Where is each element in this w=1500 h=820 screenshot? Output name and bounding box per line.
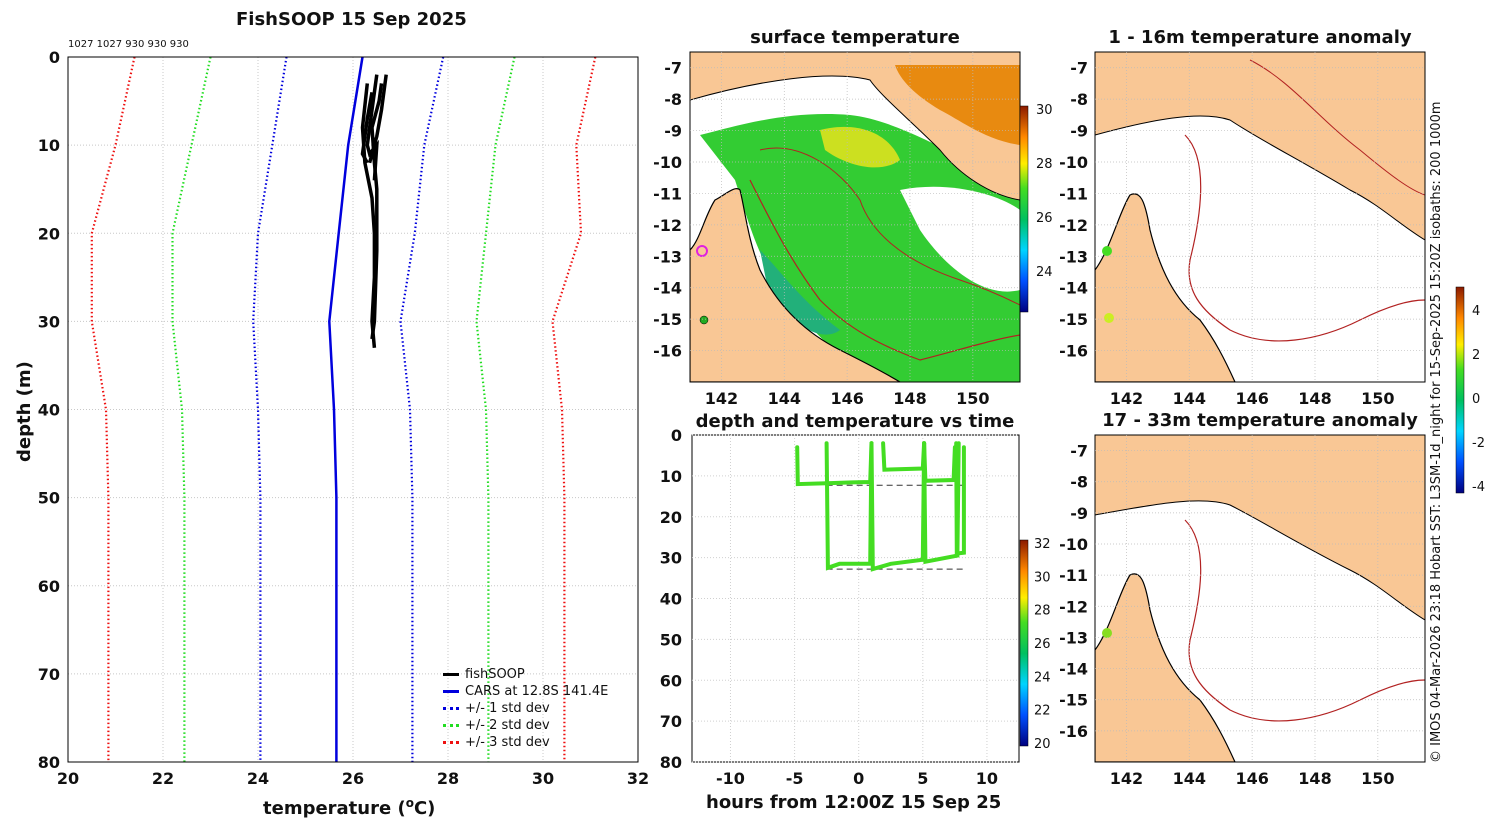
profile-ytick: 70 xyxy=(38,665,60,684)
profile-ytick: 10 xyxy=(38,136,60,155)
profile-line xyxy=(171,56,212,762)
attribution-note: © IMOS 04-Mar-2026 23:18 Hobart SST: L3S… xyxy=(1429,101,1444,763)
time-panel-title: depth and temperature vs time xyxy=(695,411,1015,432)
profile-ytick: 50 xyxy=(38,489,60,508)
profile-title: FishSOOP 15 Sep 2025 xyxy=(236,9,467,30)
profile-frame xyxy=(67,56,639,763)
profile-xtick: 20 xyxy=(57,769,79,788)
profile-xtick: 22 xyxy=(152,769,174,788)
profile-line xyxy=(551,56,597,762)
legend-item-std3: +/- 3 std dev xyxy=(443,734,608,751)
profile-xtick: 32 xyxy=(627,769,649,788)
sst-map-title: surface temperature xyxy=(750,27,960,48)
profile-line xyxy=(360,91,374,164)
profile-line xyxy=(90,56,136,762)
anomaly-17-33m-title: 17 - 33m temperature anomaly xyxy=(1102,410,1418,431)
legend-item-std2: +/- 2 std dev xyxy=(443,717,608,734)
anomaly-1-16m-title: 1 - 16m temperature anomaly xyxy=(1108,27,1412,48)
profile-ytick: 60 xyxy=(38,577,60,596)
profile-line xyxy=(360,83,377,348)
profile-line xyxy=(365,74,379,181)
profile-legend: fishSOOP CARS at 12.8S 141.4E +/- 1 std … xyxy=(443,666,608,751)
profile-ytick: 0 xyxy=(49,48,60,67)
profile-xlabel: temperature (oC) xyxy=(263,796,436,819)
profile-ytick: 20 xyxy=(38,224,60,243)
profile-ylabel: depth (m) xyxy=(14,361,35,462)
profile-line xyxy=(328,56,364,762)
profile-grid xyxy=(67,56,639,763)
time-xlabel: hours from 12:00Z 15 Sep 25 xyxy=(706,792,1002,813)
legend-item-fishsoop: fishSOOP xyxy=(443,666,608,683)
legend-item-cars: CARS at 12.8S 141.4E xyxy=(443,683,608,700)
profile-ytick: 30 xyxy=(38,312,60,331)
profile-line xyxy=(399,56,445,762)
profile-line xyxy=(370,83,384,340)
legend-item-std1: +/- 1 std dev xyxy=(443,700,608,717)
profile-xtick: 26 xyxy=(342,769,364,788)
profile-xtick: 24 xyxy=(247,769,269,788)
profile-xtick: 30 xyxy=(532,769,554,788)
profile-top-annotation: 1027 1027 930 930 930 xyxy=(68,39,189,50)
profile-ytick: 40 xyxy=(38,401,60,420)
profile-line xyxy=(475,56,516,762)
profile-xtick: 28 xyxy=(437,769,459,788)
profile-ticks: 20 22 24 26 28 30 32 0 10 20 30 40 50 60 70 80 xyxy=(38,48,649,788)
profile-line xyxy=(367,74,388,164)
profile-ytick: 80 xyxy=(38,753,60,772)
profile-series xyxy=(90,56,597,762)
